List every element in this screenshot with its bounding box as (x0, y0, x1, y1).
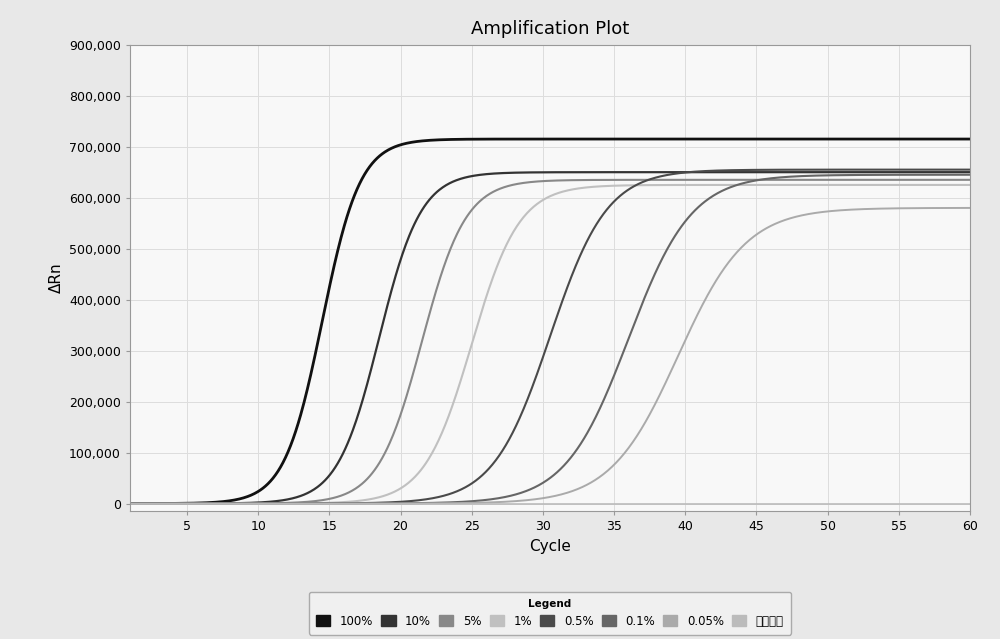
10% (124, 500, 136, 507)
Line: 0.5%: 0.5% (130, 169, 970, 504)
阴性对照 (464, 500, 476, 507)
0.05% (464, 499, 476, 507)
阴性对照 (701, 500, 713, 507)
阴性对照 (964, 500, 976, 507)
Line: 5%: 5% (130, 180, 970, 504)
10% (794, 168, 806, 176)
1% (124, 500, 136, 507)
0.5% (794, 166, 806, 174)
Y-axis label: ΔRn: ΔRn (48, 263, 63, 293)
0.1% (464, 498, 476, 505)
100% (124, 500, 136, 507)
5% (124, 500, 136, 507)
0.5% (210, 500, 222, 507)
100% (210, 498, 222, 506)
0.05% (210, 500, 222, 507)
0.05% (794, 212, 806, 220)
0.5% (964, 166, 976, 173)
1% (964, 181, 976, 189)
阴性对照 (779, 500, 791, 507)
10% (494, 169, 506, 177)
0.5% (701, 167, 713, 175)
10% (464, 173, 476, 180)
10% (964, 168, 976, 176)
10% (210, 500, 222, 507)
阴性对照 (210, 500, 222, 507)
0.1% (210, 500, 222, 507)
0.05% (964, 204, 976, 212)
5% (210, 500, 222, 507)
阴性对照 (124, 500, 136, 507)
100% (964, 135, 976, 143)
100% (701, 135, 713, 143)
5% (464, 209, 476, 217)
5% (494, 185, 506, 192)
100% (464, 135, 476, 143)
100% (962, 135, 974, 143)
1% (701, 181, 713, 189)
0.5% (779, 166, 791, 174)
阴性对照 (794, 500, 806, 507)
0.05% (701, 293, 713, 300)
0.05% (124, 500, 136, 507)
0.1% (779, 173, 791, 181)
100% (494, 135, 506, 143)
1% (210, 500, 222, 507)
Title: Amplification Plot: Amplification Plot (471, 20, 629, 38)
0.1% (794, 173, 806, 180)
Line: 0.1%: 0.1% (130, 174, 970, 504)
0.5% (124, 500, 136, 507)
5% (701, 176, 713, 183)
Line: 0.05%: 0.05% (130, 208, 970, 504)
0.05% (494, 498, 506, 506)
0.1% (494, 494, 506, 502)
1% (794, 181, 806, 189)
Line: 100%: 100% (130, 139, 970, 504)
X-axis label: Cycle: Cycle (529, 539, 571, 554)
5% (794, 176, 806, 183)
5% (779, 176, 791, 183)
100% (779, 135, 791, 143)
100% (794, 135, 806, 143)
1% (779, 181, 791, 189)
1% (494, 256, 506, 263)
0.5% (494, 450, 506, 458)
0.1% (124, 500, 136, 507)
阴性对照 (494, 500, 506, 507)
Legend: 100%, 10%, 5%, 1%, 0.5%, 0.1%, 0.05%, 阴性对照: 100%, 10%, 5%, 1%, 0.5%, 0.1%, 0.05%, 阴性… (309, 592, 791, 635)
0.05% (779, 216, 791, 224)
10% (779, 168, 791, 176)
0.5% (464, 481, 476, 489)
0.1% (701, 196, 713, 204)
0.1% (964, 171, 976, 178)
5% (964, 176, 976, 183)
Line: 1%: 1% (130, 185, 970, 504)
1% (464, 347, 476, 355)
10% (701, 168, 713, 176)
Line: 10%: 10% (130, 172, 970, 504)
